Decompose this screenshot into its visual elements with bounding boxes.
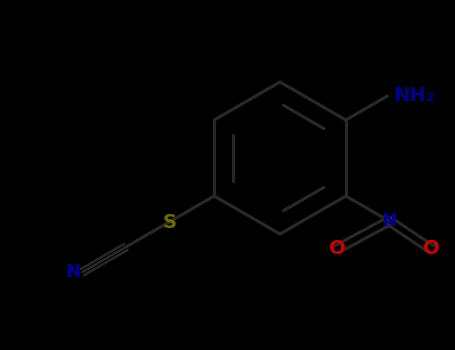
Text: O: O [329, 239, 345, 259]
Text: N: N [66, 263, 81, 281]
Text: O: O [423, 239, 440, 259]
Text: NH₂: NH₂ [394, 86, 435, 105]
Text: S: S [162, 212, 176, 231]
Text: N: N [382, 212, 397, 230]
